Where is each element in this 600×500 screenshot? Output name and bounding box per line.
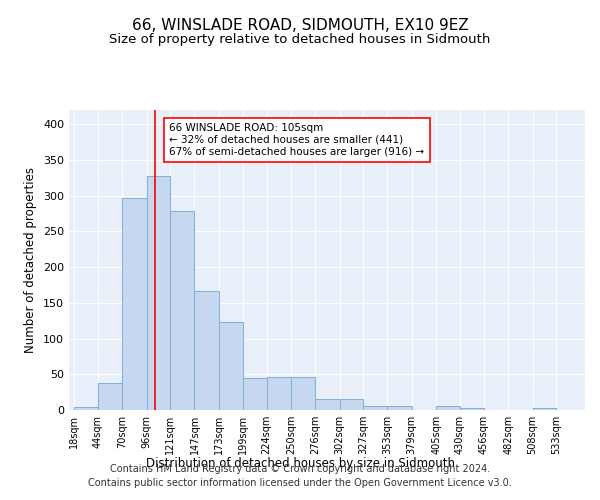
Text: Distribution of detached houses by size in Sidmouth: Distribution of detached houses by size … — [146, 458, 455, 470]
Bar — [243, 378, 266, 410]
Text: Contains HM Land Registry data © Crown copyright and database right 2024.
Contai: Contains HM Land Registry data © Crown c… — [88, 464, 512, 487]
Bar — [363, 406, 388, 410]
Text: Size of property relative to detached houses in Sidmouth: Size of property relative to detached ho… — [109, 32, 491, 46]
Bar — [122, 198, 147, 410]
Bar — [533, 408, 556, 410]
Bar — [315, 400, 340, 410]
Bar — [98, 383, 122, 410]
Bar — [388, 406, 412, 410]
Y-axis label: Number of detached properties: Number of detached properties — [25, 167, 37, 353]
Bar — [170, 212, 194, 410]
Bar — [291, 377, 315, 410]
Bar — [436, 406, 460, 410]
Bar — [194, 290, 219, 410]
Text: 66, WINSLADE ROAD, SIDMOUTH, EX10 9EZ: 66, WINSLADE ROAD, SIDMOUTH, EX10 9EZ — [131, 18, 469, 32]
Bar — [460, 408, 484, 410]
Text: 66 WINSLADE ROAD: 105sqm
← 32% of detached houses are smaller (441)
67% of semi-: 66 WINSLADE ROAD: 105sqm ← 32% of detach… — [169, 124, 424, 156]
Bar — [219, 322, 243, 410]
Bar — [147, 176, 170, 410]
Bar — [340, 400, 363, 410]
Bar — [266, 377, 291, 410]
Bar — [74, 407, 98, 410]
